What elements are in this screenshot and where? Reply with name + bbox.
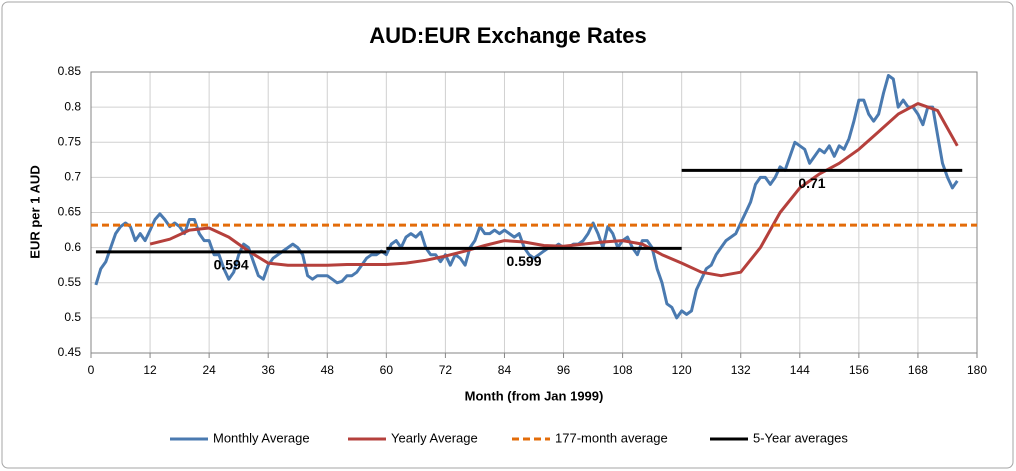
data-label: 0.594 — [214, 257, 249, 273]
x-tick-label: 24 — [202, 363, 216, 377]
y-tick-label: 0.8 — [64, 99, 81, 113]
x-tick-label: 36 — [262, 363, 276, 377]
x-tick-label: 96 — [557, 363, 571, 377]
x-tick-label: 72 — [439, 363, 453, 377]
x-tick-label: 60 — [380, 363, 394, 377]
y-axis-title: EUR per 1 AUD — [27, 165, 42, 258]
data-label: 0.71 — [798, 175, 825, 191]
x-tick-label: 0 — [88, 363, 95, 377]
x-tick-label: 84 — [498, 363, 512, 377]
x-tick-label: 156 — [849, 363, 869, 377]
x-tick-label: 120 — [672, 363, 692, 377]
y-tick-label: 0.55 — [58, 275, 82, 289]
y-tick-label: 0.6 — [64, 240, 81, 254]
legend-label: 177-month average — [555, 430, 668, 445]
y-tick-label: 0.45 — [58, 345, 82, 359]
y-tick-label: 0.65 — [58, 205, 82, 219]
legend-label: 5-Year averages — [753, 430, 848, 445]
series-line — [149, 102, 959, 278]
x-tick-label: 108 — [613, 363, 633, 377]
x-tick-label: 12 — [143, 363, 157, 377]
x-tick-label: 144 — [790, 363, 810, 377]
x-tick-label: 132 — [731, 363, 751, 377]
legend-label: Yearly Average — [391, 430, 478, 445]
x-tick-label: 48 — [321, 363, 335, 377]
x-tick-label: 168 — [908, 363, 928, 377]
data-label: 0.599 — [506, 253, 541, 269]
plot-area — [90, 71, 978, 354]
legend-label: Monthly Average — [213, 430, 310, 445]
chart-title: AUD:EUR Exchange Rates — [369, 23, 647, 48]
y-tick-label: 0.85 — [58, 64, 82, 78]
x-axis-title: Month (from Jan 1999) — [465, 388, 604, 403]
y-tick-label: 0.5 — [64, 310, 81, 324]
y-tick-label: 0.75 — [58, 134, 82, 148]
y-tick-label: 0.7 — [64, 170, 81, 184]
x-tick-label: 180 — [967, 363, 987, 377]
